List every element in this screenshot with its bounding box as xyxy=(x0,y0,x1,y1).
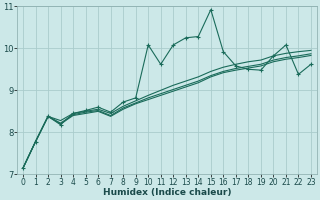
X-axis label: Humidex (Indice chaleur): Humidex (Indice chaleur) xyxy=(103,188,231,197)
